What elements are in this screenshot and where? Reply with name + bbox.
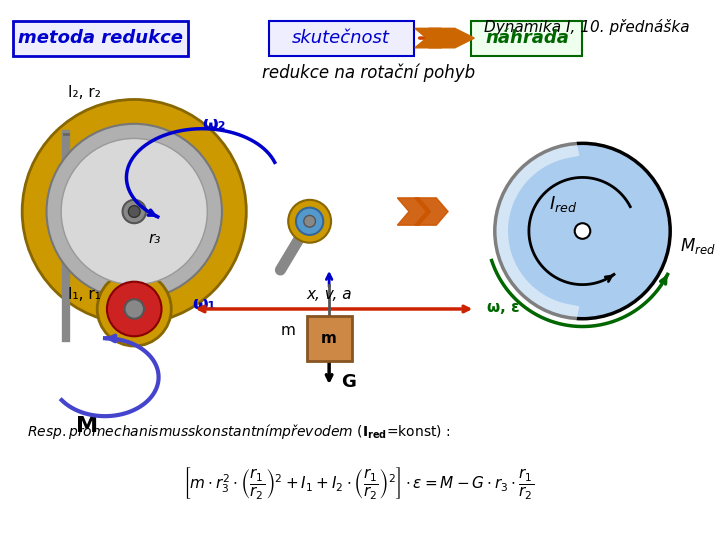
- Polygon shape: [415, 198, 448, 225]
- Text: r₃: r₃: [149, 231, 161, 246]
- Text: Dynamika I, 10. přednáška: Dynamika I, 10. přednáška: [484, 18, 690, 35]
- Circle shape: [61, 138, 207, 285]
- Text: ω₁: ω₁: [193, 295, 216, 313]
- Text: M: M: [76, 416, 99, 436]
- Text: $\left[m \cdot r_3^2 \cdot \left(\dfrac{r_1}{r_2}\right)^2 + I_1 + I_2 \cdot \le: $\left[m \cdot r_3^2 \cdot \left(\dfrac{…: [183, 467, 534, 502]
- Text: ω, ε: ω, ε: [487, 300, 520, 314]
- Text: $M_{red}$: $M_{red}$: [680, 235, 716, 255]
- Circle shape: [128, 206, 140, 218]
- Circle shape: [296, 208, 323, 235]
- Text: G: G: [341, 373, 356, 391]
- Text: náhrada: náhrada: [485, 29, 569, 47]
- Text: m: m: [321, 330, 337, 346]
- Text: I₂, r₂: I₂, r₂: [68, 85, 101, 100]
- Text: $\it{Resp. pro mechanismus s konstantním převodem}$ ($\mathbf{I_{red}}$=konst) :: $\it{Resp. pro mechanismus s konstantním…: [27, 422, 451, 441]
- Polygon shape: [397, 198, 431, 225]
- Polygon shape: [415, 28, 461, 48]
- Text: $I_{red}$: $I_{red}$: [549, 194, 577, 214]
- Text: I₁, r₁: I₁, r₁: [68, 287, 101, 302]
- Circle shape: [97, 272, 171, 346]
- Circle shape: [304, 215, 315, 227]
- Circle shape: [107, 282, 161, 336]
- FancyBboxPatch shape: [307, 316, 351, 361]
- FancyBboxPatch shape: [269, 21, 414, 56]
- Circle shape: [122, 200, 146, 223]
- Text: x, v, a: x, v, a: [306, 287, 352, 302]
- Circle shape: [125, 299, 144, 319]
- Circle shape: [22, 99, 246, 323]
- Circle shape: [47, 124, 222, 299]
- FancyBboxPatch shape: [472, 21, 582, 56]
- Text: ω₂: ω₂: [202, 115, 226, 133]
- Circle shape: [288, 200, 331, 242]
- Text: redukce na rotační pohyb: redukce na rotační pohyb: [261, 63, 474, 82]
- Text: metoda redukce: metoda redukce: [17, 29, 183, 47]
- FancyBboxPatch shape: [14, 21, 188, 56]
- Text: m: m: [280, 323, 295, 338]
- Text: skutečnost: skutečnost: [292, 29, 390, 47]
- Circle shape: [575, 223, 590, 239]
- Circle shape: [495, 143, 670, 319]
- Polygon shape: [428, 28, 474, 48]
